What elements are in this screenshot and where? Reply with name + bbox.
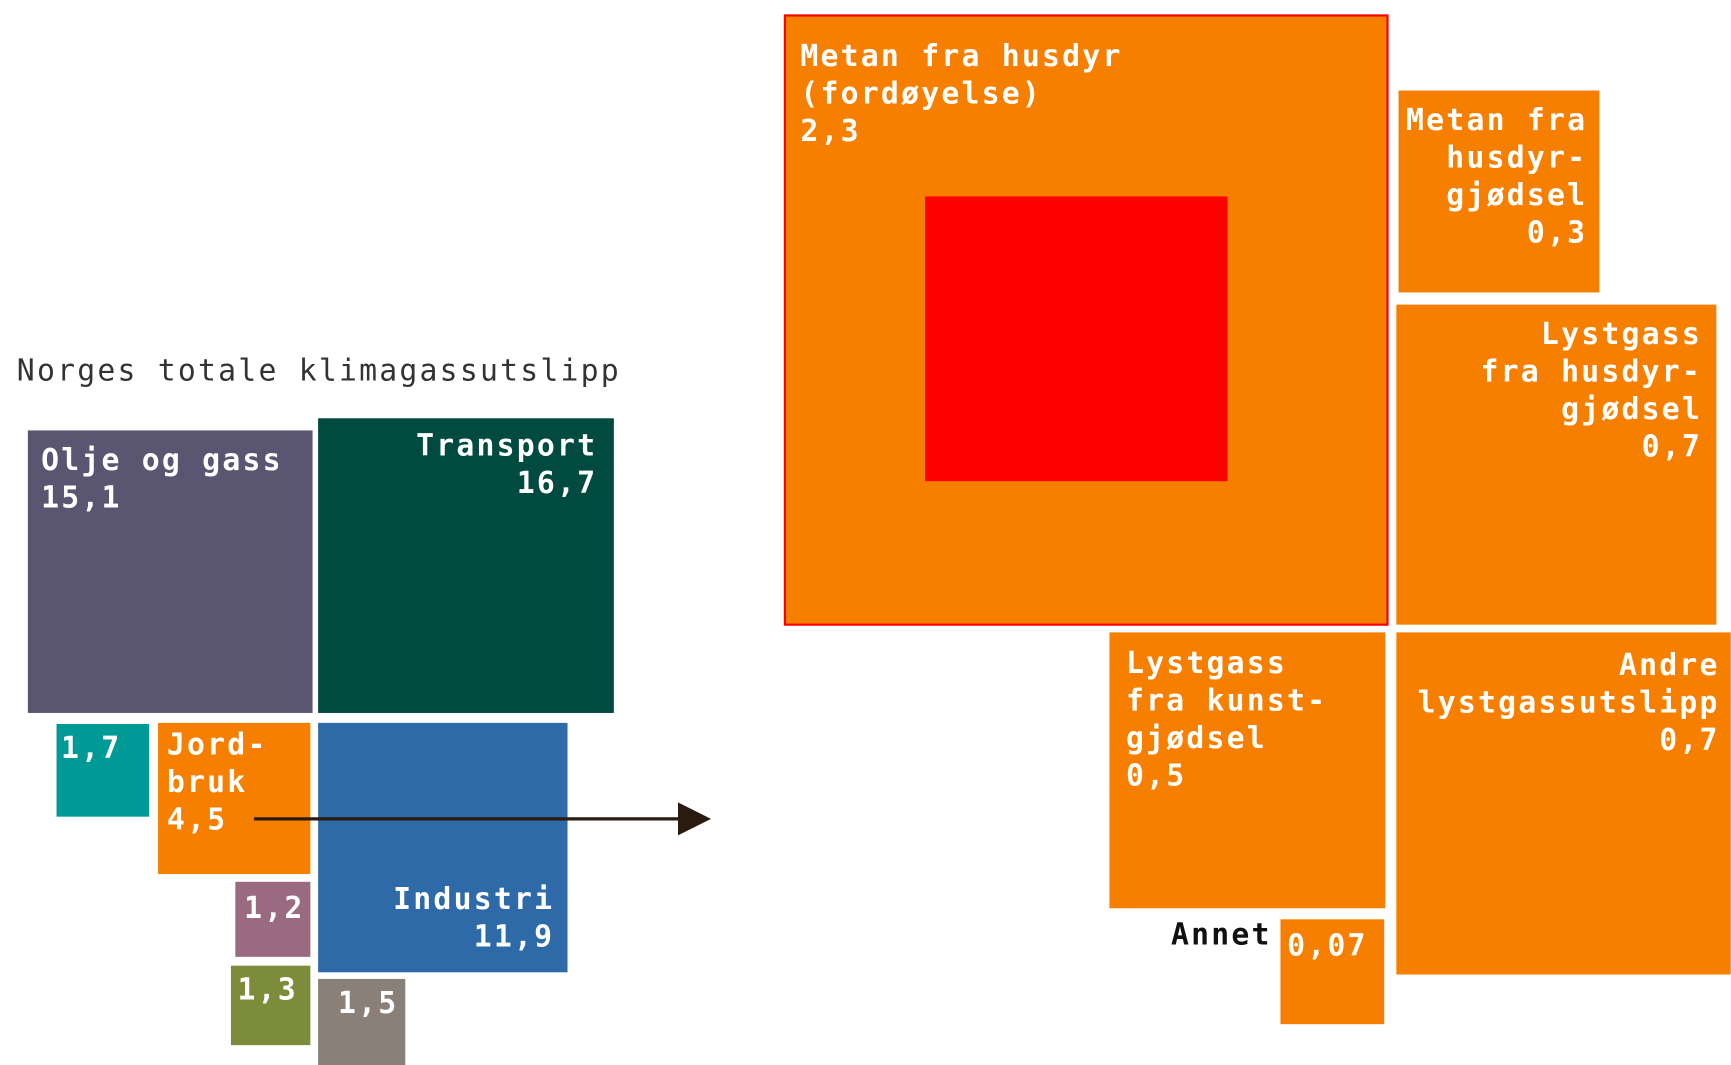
box	[56, 723, 150, 817]
value: 0,7	[1659, 723, 1719, 758]
label: lystgassutslipp	[1418, 686, 1720, 721]
value: 0,07	[1287, 928, 1368, 963]
label: Lystgass	[1126, 646, 1287, 681]
value: 0,7	[1642, 430, 1702, 465]
value: 11,9	[474, 920, 555, 955]
label: Olje og gass	[41, 443, 283, 478]
label: Industri	[393, 882, 554, 917]
value: 1,5	[338, 986, 398, 1021]
box	[158, 722, 311, 875]
value: 15,1	[41, 480, 122, 515]
box	[1280, 919, 1385, 1025]
box	[1396, 304, 1717, 625]
value: 16,7	[517, 466, 598, 501]
label: Andre	[1619, 648, 1720, 683]
label: gjødsel	[1126, 721, 1267, 756]
box	[318, 978, 406, 1065]
label: Transport	[416, 428, 597, 463]
label: Lystgass	[1541, 317, 1702, 352]
label: Metan fra	[1406, 103, 1587, 138]
label: (fordøyelse)	[800, 76, 1042, 111]
value: 0,3	[1527, 215, 1587, 250]
label: gjødsel	[1561, 392, 1702, 427]
value: 4,5	[167, 803, 227, 838]
label: fra kunst-	[1126, 683, 1327, 718]
box	[27, 430, 313, 713]
value: 2,3	[800, 114, 860, 149]
box	[318, 418, 614, 713]
value: 1,7	[61, 731, 121, 766]
box	[1398, 90, 1600, 293]
value: 1,2	[244, 891, 304, 926]
box	[230, 965, 311, 1046]
label: Metan fra husdyr	[800, 39, 1122, 74]
box	[235, 881, 311, 957]
highlight	[925, 196, 1228, 482]
label: Jord-	[167, 728, 268, 763]
value: 0,5	[1126, 758, 1186, 793]
label: husdyr-	[1446, 140, 1587, 175]
label: fra husdyr-	[1481, 355, 1703, 390]
box	[318, 722, 568, 973]
title: Norges totale klimagassutslipp	[17, 353, 621, 388]
box	[1396, 632, 1731, 975]
label: Annet	[1171, 917, 1272, 952]
label: gjødsel	[1446, 178, 1587, 213]
value: 1,3	[238, 973, 298, 1008]
label: bruk	[167, 765, 248, 800]
box	[1109, 632, 1386, 909]
